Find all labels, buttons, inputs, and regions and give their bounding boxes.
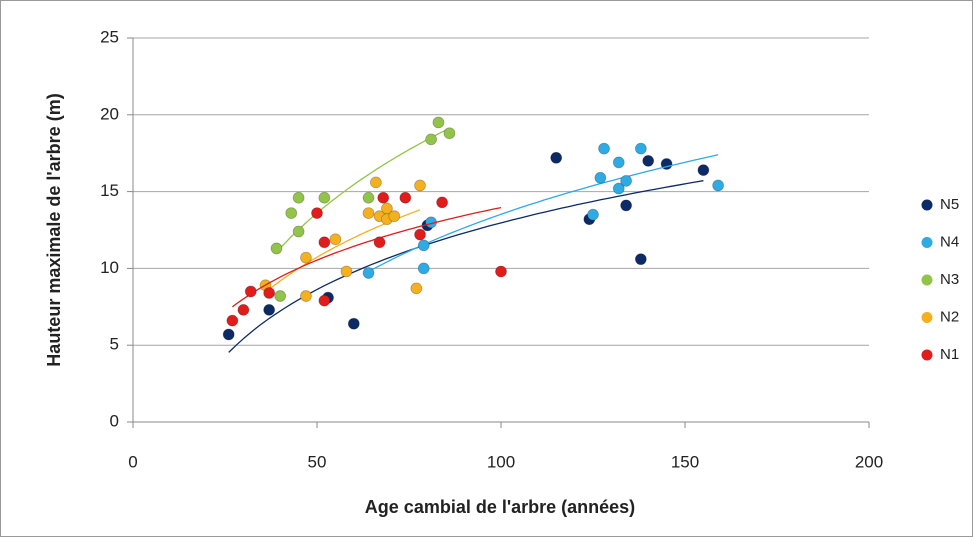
legend-marker xyxy=(921,312,933,323)
point xyxy=(270,242,283,255)
point xyxy=(373,236,386,249)
point xyxy=(237,303,250,316)
point xyxy=(697,164,710,176)
point xyxy=(436,196,449,209)
point xyxy=(318,294,331,307)
x-tick-label: 100 xyxy=(487,452,515,471)
point xyxy=(263,287,276,299)
point xyxy=(362,267,375,279)
legend-label: N1 xyxy=(940,346,959,363)
point xyxy=(274,290,287,302)
point xyxy=(594,171,607,184)
point xyxy=(362,191,375,204)
point xyxy=(300,290,312,302)
point xyxy=(292,191,305,204)
point xyxy=(292,225,305,238)
x-tick-label: 0 xyxy=(128,452,137,471)
point xyxy=(587,208,599,221)
legend-marker xyxy=(921,237,933,248)
point xyxy=(495,265,507,278)
point xyxy=(612,182,625,195)
point xyxy=(318,236,331,249)
y-tick-label: 15 xyxy=(100,181,119,200)
point xyxy=(414,228,426,241)
legend-label: N2 xyxy=(940,308,959,325)
legend-marker xyxy=(921,199,933,211)
point xyxy=(620,199,633,212)
point xyxy=(432,116,445,129)
point xyxy=(634,142,647,155)
point xyxy=(311,207,323,220)
point xyxy=(642,154,655,167)
x-tick-label: 200 xyxy=(855,452,883,471)
legend-label: N3 xyxy=(940,271,959,288)
point xyxy=(377,191,390,204)
y-tick-label: 20 xyxy=(100,104,119,123)
trendline xyxy=(232,206,502,308)
point xyxy=(263,303,276,316)
legend-marker xyxy=(921,274,933,286)
point xyxy=(443,127,456,140)
point xyxy=(620,174,633,187)
legend-marker xyxy=(921,349,933,361)
point xyxy=(244,285,257,298)
y-tick-label: 25 xyxy=(100,27,119,46)
y-tick-label: 0 xyxy=(110,411,119,430)
x-axis-title: Age cambial de l'arbre (années) xyxy=(365,497,635,517)
point xyxy=(612,156,625,169)
y-axis-title: Hauteur maximale de l'arbre (m) xyxy=(44,93,64,366)
point xyxy=(347,317,360,330)
point xyxy=(410,282,423,295)
point xyxy=(598,142,610,155)
point xyxy=(388,210,401,223)
legend-label: N5 xyxy=(940,196,959,213)
point xyxy=(300,251,312,264)
point xyxy=(417,262,430,275)
point xyxy=(417,239,430,252)
point xyxy=(399,191,412,204)
trendline xyxy=(276,127,450,253)
point xyxy=(226,314,239,327)
point xyxy=(329,233,342,246)
point xyxy=(712,179,725,192)
y-tick-label: 5 xyxy=(110,335,119,354)
point xyxy=(340,265,353,278)
x-tick-label: 150 xyxy=(671,452,699,471)
legend-label: N4 xyxy=(940,233,959,250)
point xyxy=(285,207,298,220)
point xyxy=(362,207,375,220)
point xyxy=(425,133,437,146)
x-tick-label: 50 xyxy=(308,452,327,471)
point xyxy=(222,328,235,341)
y-tick-label: 10 xyxy=(100,258,119,277)
point xyxy=(550,151,563,164)
point xyxy=(414,179,426,192)
point xyxy=(318,191,331,204)
point xyxy=(634,253,647,266)
point xyxy=(369,176,382,189)
